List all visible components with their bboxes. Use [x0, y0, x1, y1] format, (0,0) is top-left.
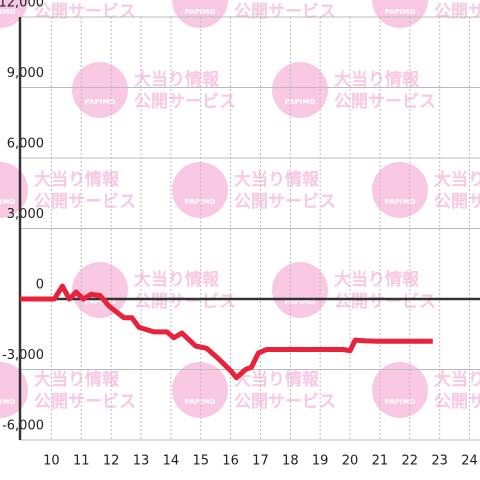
watermark-logo — [72, 262, 128, 318]
x-tick-label: 14 — [163, 454, 180, 469]
data-line — [20, 283, 433, 381]
y-tick-label: 12,000 — [0, 0, 44, 11]
watermark-logo — [172, 362, 228, 418]
y-tick-label: -6,000 — [2, 419, 44, 434]
watermark-text: 公開サービス — [34, 192, 136, 212]
watermark-text: 公開サービス — [434, 192, 480, 212]
watermark-text: 公開サービス — [334, 292, 436, 312]
watermark-logo — [372, 362, 428, 418]
watermark-text: 公開サービス — [234, 192, 336, 212]
y-tick-label: 6,000 — [7, 137, 44, 152]
watermark-text: 大当り情報 — [434, 369, 480, 390]
x-tick-label: 24 — [461, 454, 478, 469]
watermark-logo — [372, 162, 428, 218]
watermark-brand: PAPIMO — [85, 298, 116, 306]
watermark-brand: PAPIMO — [385, 198, 416, 206]
watermark-text: 大当り情報 — [234, 369, 320, 390]
watermark-brand: PAPIMO — [0, 8, 15, 16]
watermark-text: 公開サービス — [134, 92, 236, 112]
x-tick-label: 11 — [73, 454, 90, 469]
watermark-text: 公開サービス — [34, 2, 136, 22]
y-tick-label: -3,000 — [2, 348, 44, 363]
x-tick-label: 15 — [192, 454, 209, 469]
watermark-logo — [0, 362, 28, 418]
watermark-logo — [272, 262, 328, 318]
watermark-text: 公開サービス — [234, 2, 336, 22]
y-tick-label: 0 — [36, 278, 44, 293]
watermark-logo — [0, 0, 28, 28]
x-tick-label: 16 — [222, 454, 239, 469]
watermark-text: 公開サービス — [434, 2, 480, 22]
watermark-brand: PAPIMO — [385, 8, 416, 16]
watermark-text: 公開サービス — [34, 392, 136, 412]
watermark-brand: PAPIMO — [285, 98, 316, 106]
watermark-brand: PAPIMO — [0, 398, 15, 406]
watermark-text: 大当り情報 — [434, 169, 480, 190]
watermark-text: 公開サービス — [334, 92, 436, 112]
watermark-logo — [272, 62, 328, 118]
watermark-brand: PAPIMO — [185, 8, 216, 16]
watermark-brand: PAPIMO — [385, 398, 416, 406]
watermark-text: 公開サービス — [234, 392, 336, 412]
x-tick-label: 19 — [312, 454, 329, 469]
y-tick-label: 9,000 — [7, 66, 44, 81]
watermark-text: 大当り情報 — [34, 169, 120, 190]
x-tick-label: 10 — [43, 454, 60, 469]
watermark-text: 公開サービス — [134, 292, 236, 312]
watermark-brand: PAPIMO — [185, 398, 216, 406]
watermark-logo — [372, 0, 428, 28]
watermark-text: 大当り情報 — [334, 69, 420, 90]
watermark-text: 大当り情報 — [34, 369, 120, 390]
x-tick-label: 20 — [342, 454, 359, 469]
watermark-logo — [72, 62, 128, 118]
y-tick-label: 3,000 — [7, 207, 44, 222]
x-tick-label: 12 — [103, 454, 120, 469]
x-tick-label: 22 — [402, 454, 419, 469]
watermark-logo — [172, 162, 228, 218]
x-tick-label: 21 — [372, 454, 389, 469]
watermark-brand: PAPIMO — [0, 198, 15, 206]
watermark-text: 公開サービス — [434, 392, 480, 412]
watermark-text: 大当り情報 — [134, 69, 220, 90]
watermark-logo — [172, 0, 228, 28]
watermark-brand: PAPIMO — [85, 98, 116, 106]
watermark-brand: PAPIMO — [185, 198, 216, 206]
x-tick-label: 18 — [282, 454, 299, 469]
watermark-text: 大当り情報 — [334, 269, 420, 290]
watermark-text: 大当り情報 — [134, 269, 220, 290]
x-tick-label: 17 — [252, 454, 269, 469]
x-tick-label: 13 — [133, 454, 150, 469]
x-tick-label: 23 — [431, 454, 448, 469]
watermark-brand: PAPIMO — [285, 298, 316, 306]
watermark-text: 大当り情報 — [234, 169, 320, 190]
